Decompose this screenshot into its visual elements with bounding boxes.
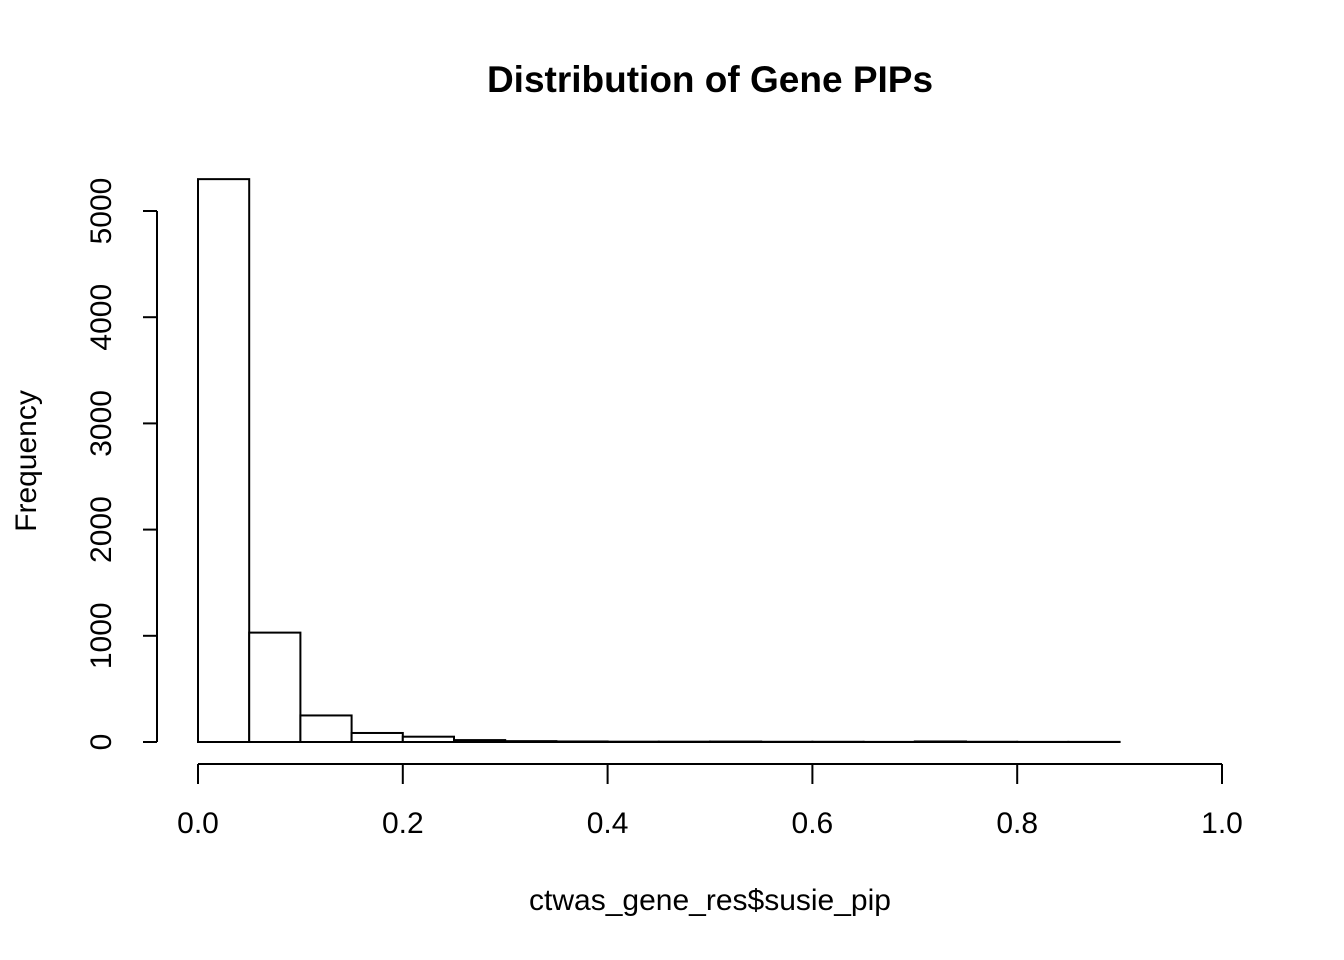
histogram-bar bbox=[913, 740, 967, 743]
y-tick-label: 4000 bbox=[85, 284, 118, 351]
histogram-bar bbox=[299, 714, 353, 744]
y-tick-label: 3000 bbox=[85, 390, 118, 457]
histogram-bar bbox=[248, 631, 302, 744]
x-tick-label: 1.0 bbox=[1201, 807, 1243, 840]
histogram-bar bbox=[555, 740, 609, 743]
x-tick-label: 0.8 bbox=[996, 807, 1038, 840]
x-axis-label: ctwas_gene_res$susie_pip bbox=[529, 884, 891, 917]
histogram-bar bbox=[504, 740, 558, 743]
y-axis-label: Frequency bbox=[10, 390, 43, 532]
y-tick-label: 0 bbox=[85, 734, 118, 751]
x-tick-label: 0.6 bbox=[792, 807, 834, 840]
x-tick-label: 0.4 bbox=[587, 807, 629, 840]
x-tick-label: 0.2 bbox=[382, 807, 424, 840]
histogram-bar bbox=[453, 739, 507, 743]
histogram-bars bbox=[197, 178, 1121, 744]
y-tick-label: 1000 bbox=[85, 602, 118, 669]
chart-title: Distribution of Gene PIPs bbox=[487, 59, 933, 100]
histogram-bar bbox=[401, 735, 455, 744]
histogram-bar bbox=[197, 178, 251, 743]
x-tick-label: 0.0 bbox=[177, 807, 219, 840]
y-axis: 0 1000 2000 3000 4000 5000 bbox=[85, 178, 158, 751]
histogram-bar bbox=[350, 731, 404, 744]
x-axis: 0.0 0.2 0.4 0.6 0.8 1.0 bbox=[177, 763, 1243, 840]
y-tick-label: 2000 bbox=[85, 496, 118, 563]
y-tick-label: 5000 bbox=[85, 178, 118, 245]
